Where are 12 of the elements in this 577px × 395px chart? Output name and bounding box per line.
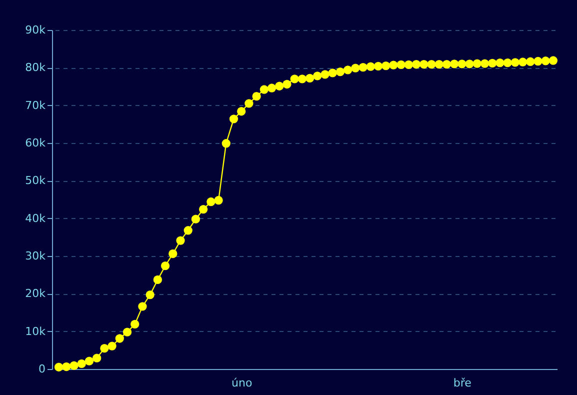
x-tick-label: bře <box>453 376 472 390</box>
y-tick-label: 60k <box>25 136 46 150</box>
y-tick-label: 40k <box>25 212 46 225</box>
y-tick-label: 80k <box>25 61 46 74</box>
x-tick-label: úno <box>232 376 252 390</box>
y-tick-label: 70k <box>25 98 46 112</box>
y-tick-label: 50k <box>25 174 46 188</box>
y-tick-label: 30k <box>25 250 46 262</box>
y-tick-label: 20k <box>25 287 46 300</box>
y-tick-label: 10k <box>25 324 46 338</box>
y-tick-label: 0 <box>38 362 46 376</box>
y-tick-label: 90k <box>25 24 46 36</box>
